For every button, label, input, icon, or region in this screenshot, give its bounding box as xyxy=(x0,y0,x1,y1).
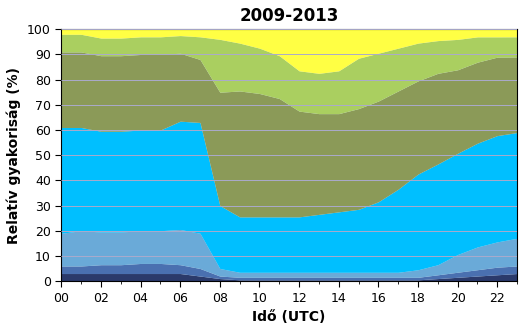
X-axis label: Idő (UTC): Idő (UTC) xyxy=(253,310,326,324)
Y-axis label: Relatív gyakoriság (%): Relatív gyakoriság (%) xyxy=(7,67,21,244)
Title: 2009-2013: 2009-2013 xyxy=(239,7,339,25)
